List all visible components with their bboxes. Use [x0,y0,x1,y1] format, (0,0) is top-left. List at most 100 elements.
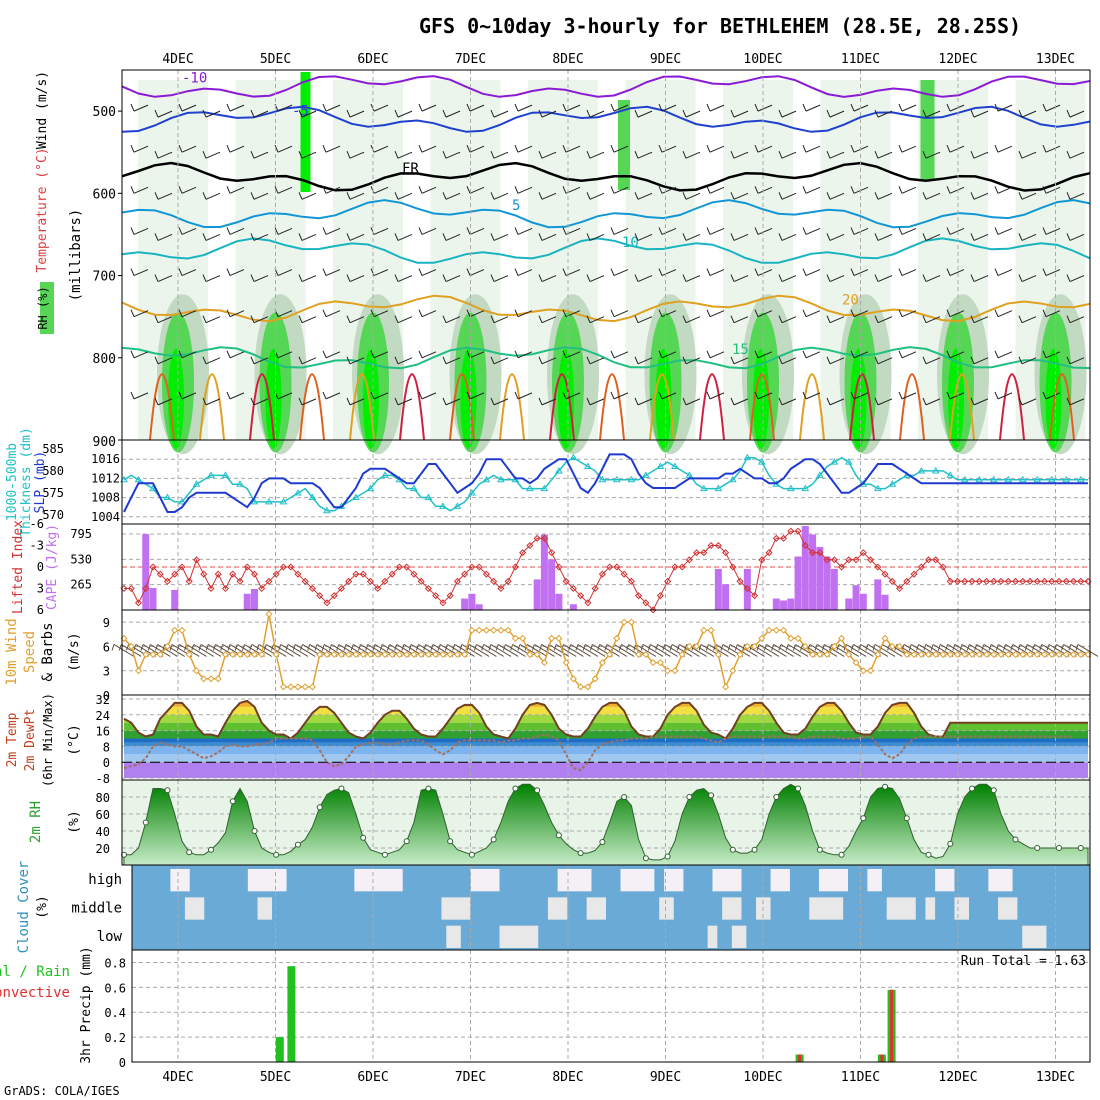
li-marker [410,570,418,578]
li-marker [352,570,360,578]
wind-barb [442,151,461,159]
wind-barb [346,315,365,324]
wind-barb [865,644,889,657]
wind-barb [634,315,653,324]
wind-barb [730,397,749,406]
wind-barb [568,644,591,657]
cape-bar [772,598,780,610]
chart-title: GFS 0~10day 3-hourly for BETHLEHEM (28.5… [419,14,1021,38]
wind-barb [250,356,269,365]
cloud-block [818,869,848,892]
rh-marker [664,853,671,860]
wind-barb [466,227,485,235]
li-marker [272,570,280,578]
li-marker [794,527,802,535]
wind-barb [490,356,509,365]
isotherm-line [249,373,275,441]
wind-barb [346,109,365,118]
wind-barb [763,644,787,657]
wind-speed-marker [1069,650,1078,659]
li-marker [910,570,918,578]
wind-barb [994,350,1013,359]
wind-barb [610,227,629,235]
wind-barb [682,356,701,365]
wind-speed-marker [163,642,172,650]
day-label-bottom: 8DEC [552,1070,583,1085]
wind-speed-marker [896,642,904,650]
wind-speed-marker [1055,650,1063,659]
thickness-marker [221,471,230,478]
temp-tick-label: 32 [96,693,110,707]
wind-speed-marker [134,667,143,675]
cloud-block [620,869,655,892]
thickness-marker [728,475,737,483]
rh-shade-bright [1045,348,1062,449]
rh-marker [1077,845,1084,851]
wind-barb [826,151,845,159]
thickness-marker [279,497,288,505]
thickness-marker [931,466,940,474]
isotherm-line [549,373,575,441]
wind-barb [270,644,294,657]
slp-tick-label: 1004 [91,510,120,524]
li-marker [990,577,998,585]
wind-barb [730,233,749,241]
wind-barb [705,644,729,657]
wind-speed-marker [627,618,635,626]
cloud-block [659,897,674,920]
wind-barb [826,356,845,365]
wind-barb [495,644,519,657]
wind-speed-marker [671,667,679,675]
cape-bar [548,559,556,610]
wind-axis-label: 10m Wind [4,618,20,685]
wind-barb [202,151,221,159]
li-tick-label: 0 [37,560,44,574]
wind-barb [826,233,845,241]
rh-marker [186,849,193,856]
temp-tick-label: 8 [103,740,110,754]
day-label-top: 5DEC [260,52,291,67]
wind-speed-marker [678,650,686,659]
wind-speed-marker [229,650,237,659]
wind-barb [514,391,533,400]
wind-barb [202,192,221,200]
temp-band [124,754,1088,763]
li-marker [374,584,382,593]
cloud-block [354,869,403,892]
wind-speed-marker [301,683,309,691]
rh-marker [251,828,258,834]
wind-axis-label: Wind (m/s) [35,71,50,149]
wind-barb [278,644,301,657]
wind-barb [898,103,917,112]
wind-barb [922,274,941,283]
li-marker [627,577,635,585]
wind-barb [130,145,149,153]
temp-tick-label: 16 [96,725,110,739]
cape-bar [171,589,179,610]
wind-barb [394,274,413,283]
thickness-marker [1062,475,1071,483]
wind-barb [586,315,605,324]
wind-barb [754,309,773,318]
rh-marker [729,846,736,853]
li-marker [279,563,287,571]
isotherm-line [749,373,775,441]
li-marker [693,549,701,557]
cape-bar [461,598,469,610]
wind-barb [1018,151,1037,159]
cape-bar [852,585,860,610]
wind-speed-marker [816,650,824,659]
wind-barb [946,145,965,153]
wind-barb [970,109,989,118]
li-marker [366,577,374,585]
wind-barb [466,644,490,657]
isotherm-line [649,373,675,441]
wind-barb [785,644,809,657]
wind-speed-marker [693,642,701,650]
li-axis-label: Lifted Index [11,520,26,614]
wind-barb [1018,274,1037,283]
cape-bar [250,588,258,610]
isotherm-line [449,373,475,441]
wind-barb [730,109,749,118]
wind-speed-marker [1033,650,1041,659]
